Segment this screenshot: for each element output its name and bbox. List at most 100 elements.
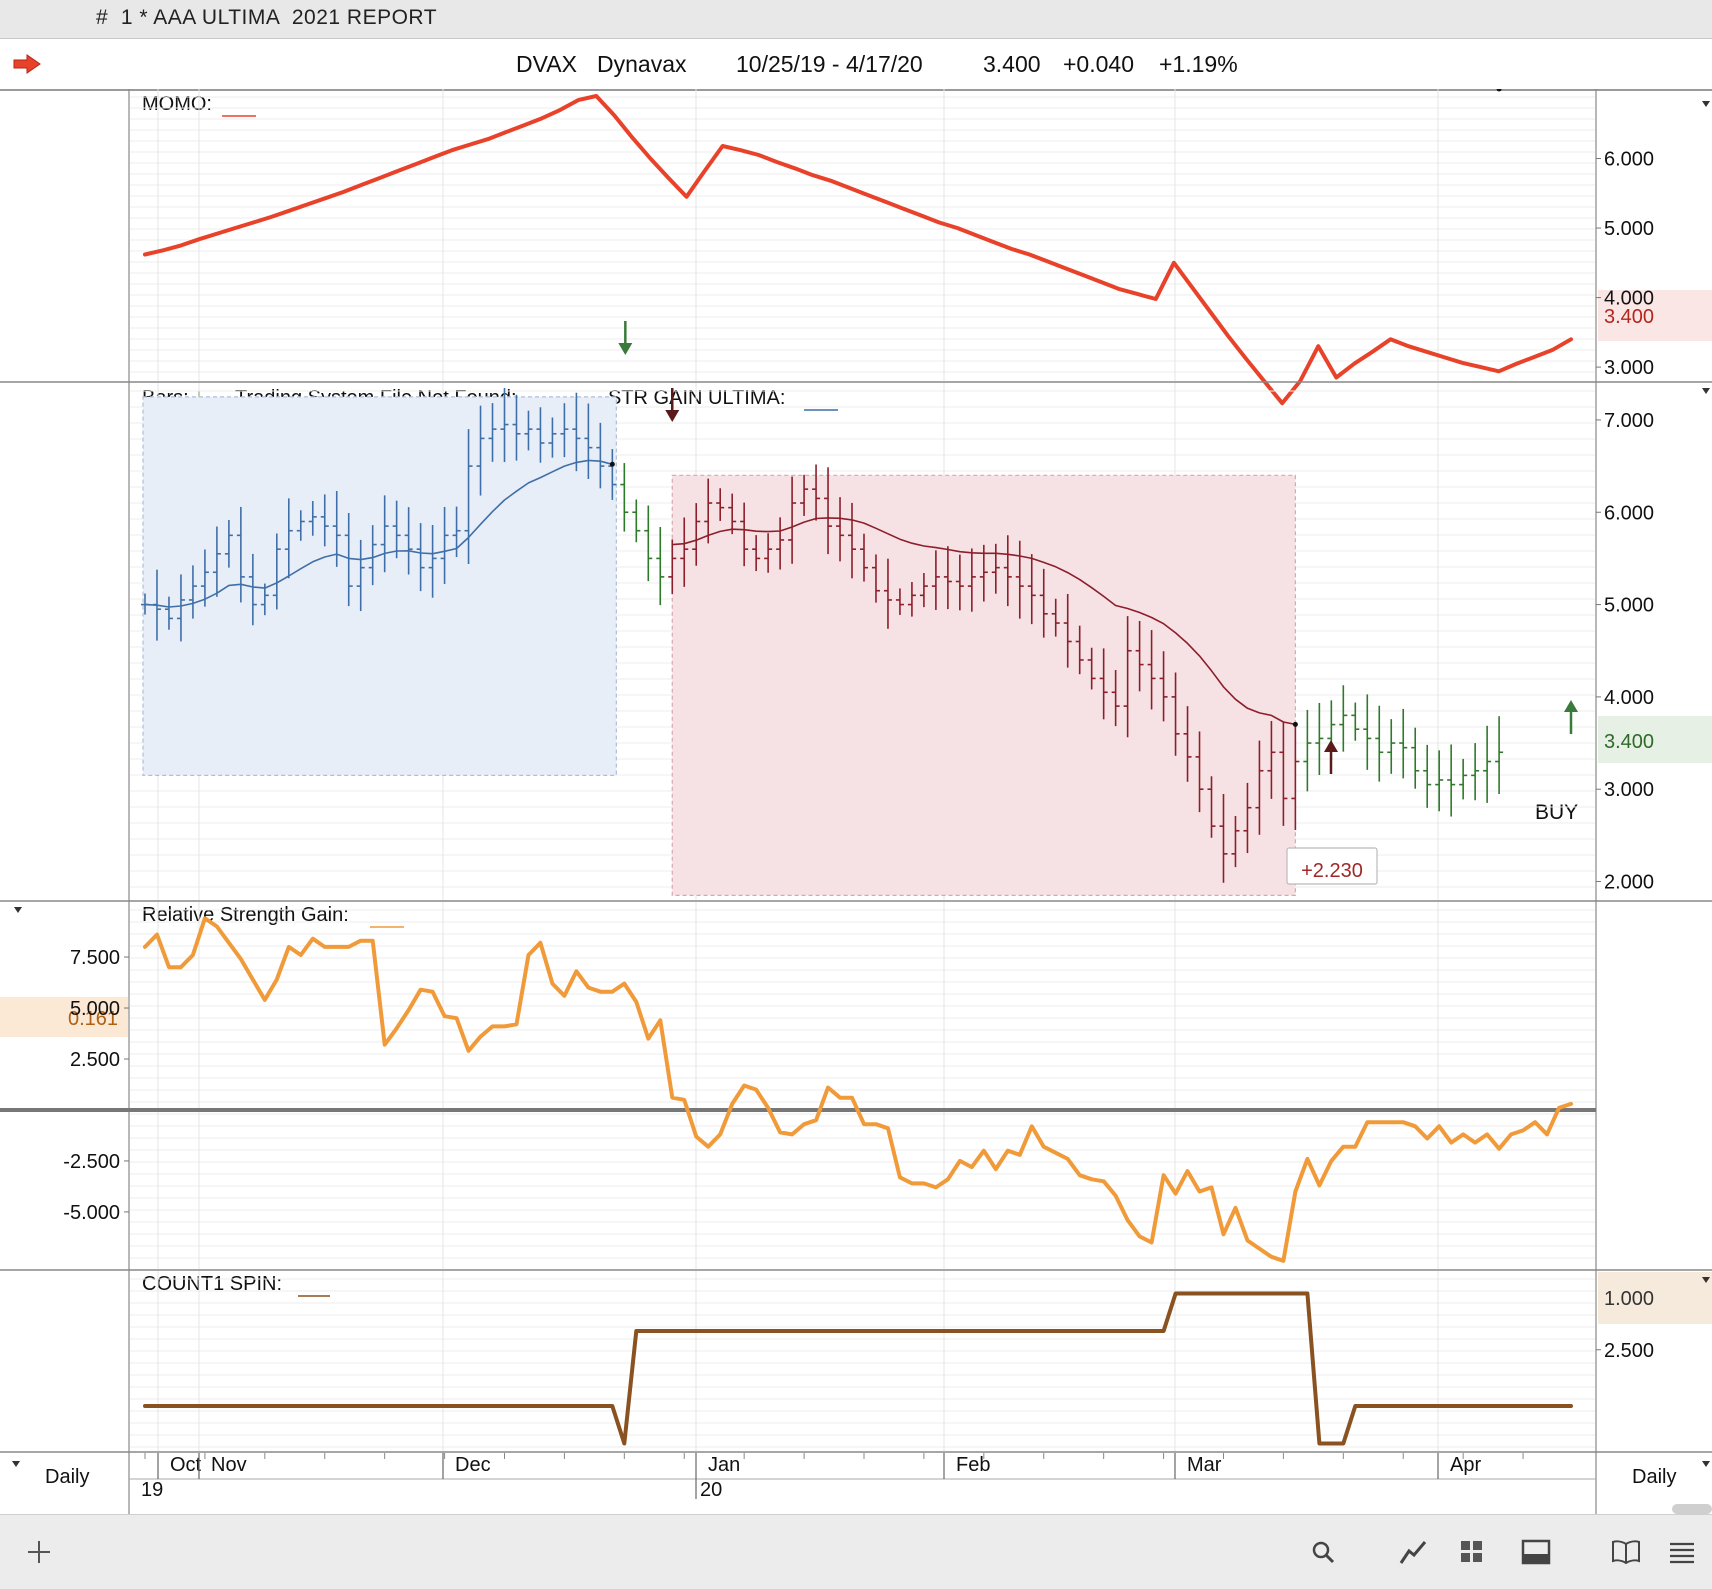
horizontal-scrollbar[interactable]	[1672, 1504, 1712, 1514]
month-label: Nov	[211, 1454, 247, 1476]
line-chart-icon[interactable]	[1399, 1539, 1427, 1565]
ohlc-bar	[1183, 706, 1192, 782]
period-menu-arrow-icon[interactable]	[1702, 1461, 1710, 1467]
ohlc-bar	[404, 507, 413, 575]
ohlc-bar	[356, 539, 365, 612]
ohlc-bar	[416, 523, 425, 592]
count-label: COUNT1 SPIN:	[142, 1273, 282, 1295]
y-tick-label: 6.000	[1604, 149, 1654, 171]
ohlc-bar	[680, 517, 689, 587]
rsg-panel[interactable]: 0.161 Relative Strength Gain: 7.500 5.000…	[0, 902, 1596, 1269]
ohlc-bar	[296, 510, 305, 541]
gain-annotation-box	[1286, 847, 1378, 885]
panel-menu-arrow-icon[interactable]	[14, 907, 22, 913]
ohlc-bar	[656, 527, 665, 606]
book-icon[interactable]	[1611, 1539, 1641, 1565]
momo-panel[interactable]: 3.400 MOMO: 6.000 5.000 4.000 3.000	[130, 89, 1712, 406]
add-icon[interactable]	[26, 1539, 52, 1565]
ohlc-bar	[1303, 709, 1312, 792]
period-right[interactable]: Daily	[1632, 1466, 1676, 1488]
time-axis[interactable]: Daily Daily Oct Nov Dec Jan Feb Mar Apr 19 20	[12, 1453, 1710, 1501]
ohlc-bar	[836, 497, 845, 562]
ohlc-bar	[164, 596, 173, 630]
signal-dot	[609, 461, 615, 467]
ohlc-bar	[1363, 694, 1372, 770]
search-icon[interactable]	[1310, 1539, 1336, 1565]
ohlc-bar	[428, 524, 437, 598]
gain-ultima-label: STR GAIN ULTIMA:	[608, 387, 785, 409]
buy-signal-arrow	[1564, 700, 1578, 734]
ohlc-bar	[1339, 685, 1348, 752]
ohlc-bar	[1483, 725, 1492, 803]
red-arrow-icon[interactable]	[12, 53, 42, 75]
ohlc-bar	[1015, 540, 1024, 619]
y-tick-label: 4.000	[1604, 288, 1654, 310]
count-panel[interactable]: 1.000 COUNT1 SPIN: 2.500	[130, 1271, 1712, 1451]
bars-value-box	[1598, 716, 1712, 763]
grid-icon[interactable]	[1459, 1539, 1485, 1565]
momo-line	[143, 94, 1573, 406]
ohlc-bar	[907, 581, 916, 617]
signal-dot	[1496, 89, 1502, 92]
period-menu-arrow-icon[interactable]	[12, 1461, 20, 1467]
ohlc-bar	[632, 499, 641, 543]
bars-panel[interactable]: 3.400 Bars: - Trading System File Not Fo…	[130, 89, 1712, 900]
ohlc-bar	[1207, 776, 1216, 838]
ohlc-bar	[824, 467, 833, 555]
ohlc-bar	[1243, 782, 1252, 854]
layout-icon[interactable]	[1521, 1539, 1551, 1565]
ohlc-bar	[1315, 702, 1324, 775]
sell-signal-arrow	[665, 388, 680, 422]
panel-menu-arrow-icon[interactable]	[1702, 388, 1710, 394]
ohlc-bar	[716, 488, 725, 521]
ohlc-bar	[1399, 708, 1408, 779]
buy-label: BUY	[1535, 801, 1578, 824]
y-tick-label: 2.000	[1604, 872, 1654, 894]
ohlc-bar	[488, 403, 497, 462]
rsg-last-value: 0.161	[68, 1008, 118, 1030]
ohlc-bar	[812, 464, 821, 521]
panel-menu-arrow-icon[interactable]	[1702, 1277, 1710, 1283]
ohlc-bar	[776, 517, 785, 570]
y-tick-label: 7.000	[1604, 410, 1654, 432]
ohlc-bar	[1387, 719, 1396, 774]
y-tick-label: 5.000	[70, 998, 120, 1020]
ohlc-bar	[1087, 647, 1096, 690]
ohlc-bar	[272, 533, 281, 610]
chart-area[interactable]: 3.400 MOMO: 6.000 5.000 4.000 3.000 3.400 B…	[0, 89, 1712, 1514]
window-title: # 1 * AAA ULTIMA 2021 REPORT	[96, 6, 438, 29]
ohlc-bar	[692, 503, 701, 566]
ohlc-bar	[368, 525, 377, 586]
date-range-label: 10/25/19 - 4/17/20	[736, 51, 923, 77]
change-pct-label: +1.19%	[1159, 51, 1238, 77]
ohlc-bar	[883, 558, 892, 629]
ohlc-bar	[931, 550, 940, 610]
ohlc-bar	[212, 526, 221, 597]
ohlc-bar	[895, 588, 904, 615]
momo-label: MOMO:	[142, 93, 212, 115]
ohlc-bar	[1219, 793, 1228, 883]
y-tick-label: 3.000	[1604, 357, 1654, 379]
list-icon[interactable]	[1668, 1539, 1696, 1565]
sell-signal-arrow	[618, 321, 633, 355]
ohlc-bar	[200, 549, 209, 607]
arrow-head	[665, 410, 680, 422]
red-trade-zone	[671, 474, 1296, 896]
ohlc-bar	[476, 405, 485, 496]
symbol-header: DVAX Dynavax 10/25/19 - 4/17/20 3.400 +0…	[0, 39, 1712, 91]
arrow-head	[618, 343, 633, 355]
title-bar: # 1 * AAA ULTIMA 2021 REPORT	[0, 0, 1712, 39]
momo-value-box	[1598, 290, 1712, 341]
period-left[interactable]: Daily	[45, 1466, 89, 1488]
ohlc-bar	[788, 476, 797, 564]
month-label: Jan	[708, 1454, 740, 1476]
ohlc-bar	[548, 417, 557, 458]
ohlc-bar	[1447, 744, 1456, 817]
ohlc-bar	[1411, 727, 1420, 789]
ohlc-bar	[1147, 630, 1156, 710]
ohlc-bar	[392, 500, 401, 559]
month-label: Dec	[455, 1454, 491, 1476]
ohlc-bar	[1471, 743, 1480, 801]
panel-menu-arrow-icon[interactable]	[1702, 101, 1710, 107]
